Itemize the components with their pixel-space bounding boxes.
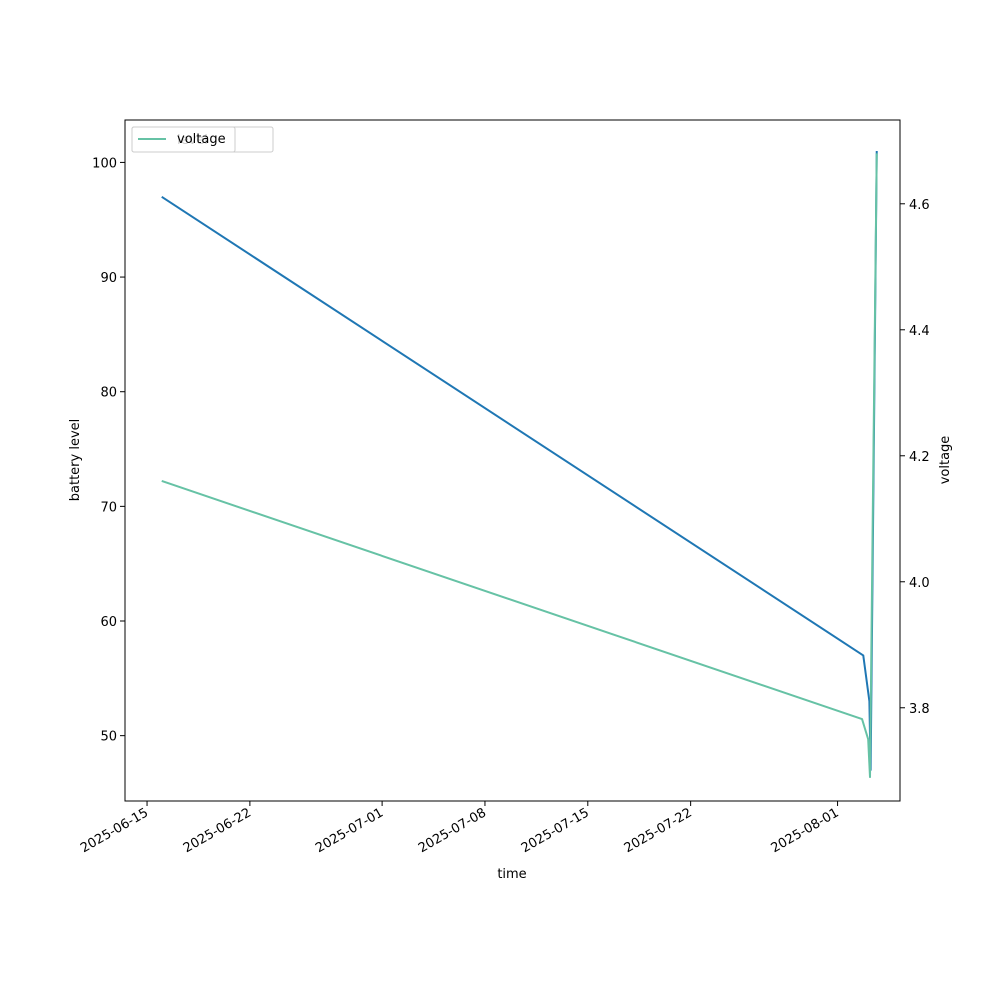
y-axis-left: 50 60 70 80 90 100 [92,156,125,745]
y-left-tick-label: 60 [100,615,117,630]
legend-right-axis: voltage [131,126,236,153]
y-left-tick-label: 100 [92,156,117,171]
y-left-tick-label: 70 [100,500,117,515]
y-right-tick-label: 4.2 [909,450,930,465]
y-left-tick-label: 80 [100,386,117,401]
plot-frame [124,119,901,802]
y-axis-left-label: battery level [68,419,83,502]
series-layer [161,150,878,779]
x-axis-label: time [497,867,526,882]
y-right-tick-label: 4.6 [909,198,930,213]
legend-voltage-label: voltage [177,132,226,147]
y-right-tick-label: 4.0 [909,576,930,591]
y-axis-right: 3.8 4.0 4.2 4.4 4.6 [900,198,930,717]
y-left-tick-label: 90 [100,271,117,286]
y-left-tick-label: 50 [100,730,117,745]
y-right-tick-label: 3.8 [909,702,930,717]
y-right-tick-label: 4.4 [909,324,930,339]
y-axis-right-label: voltage [938,436,953,485]
legend-right-axis-box [131,126,236,153]
series-line-voltage [161,153,878,779]
